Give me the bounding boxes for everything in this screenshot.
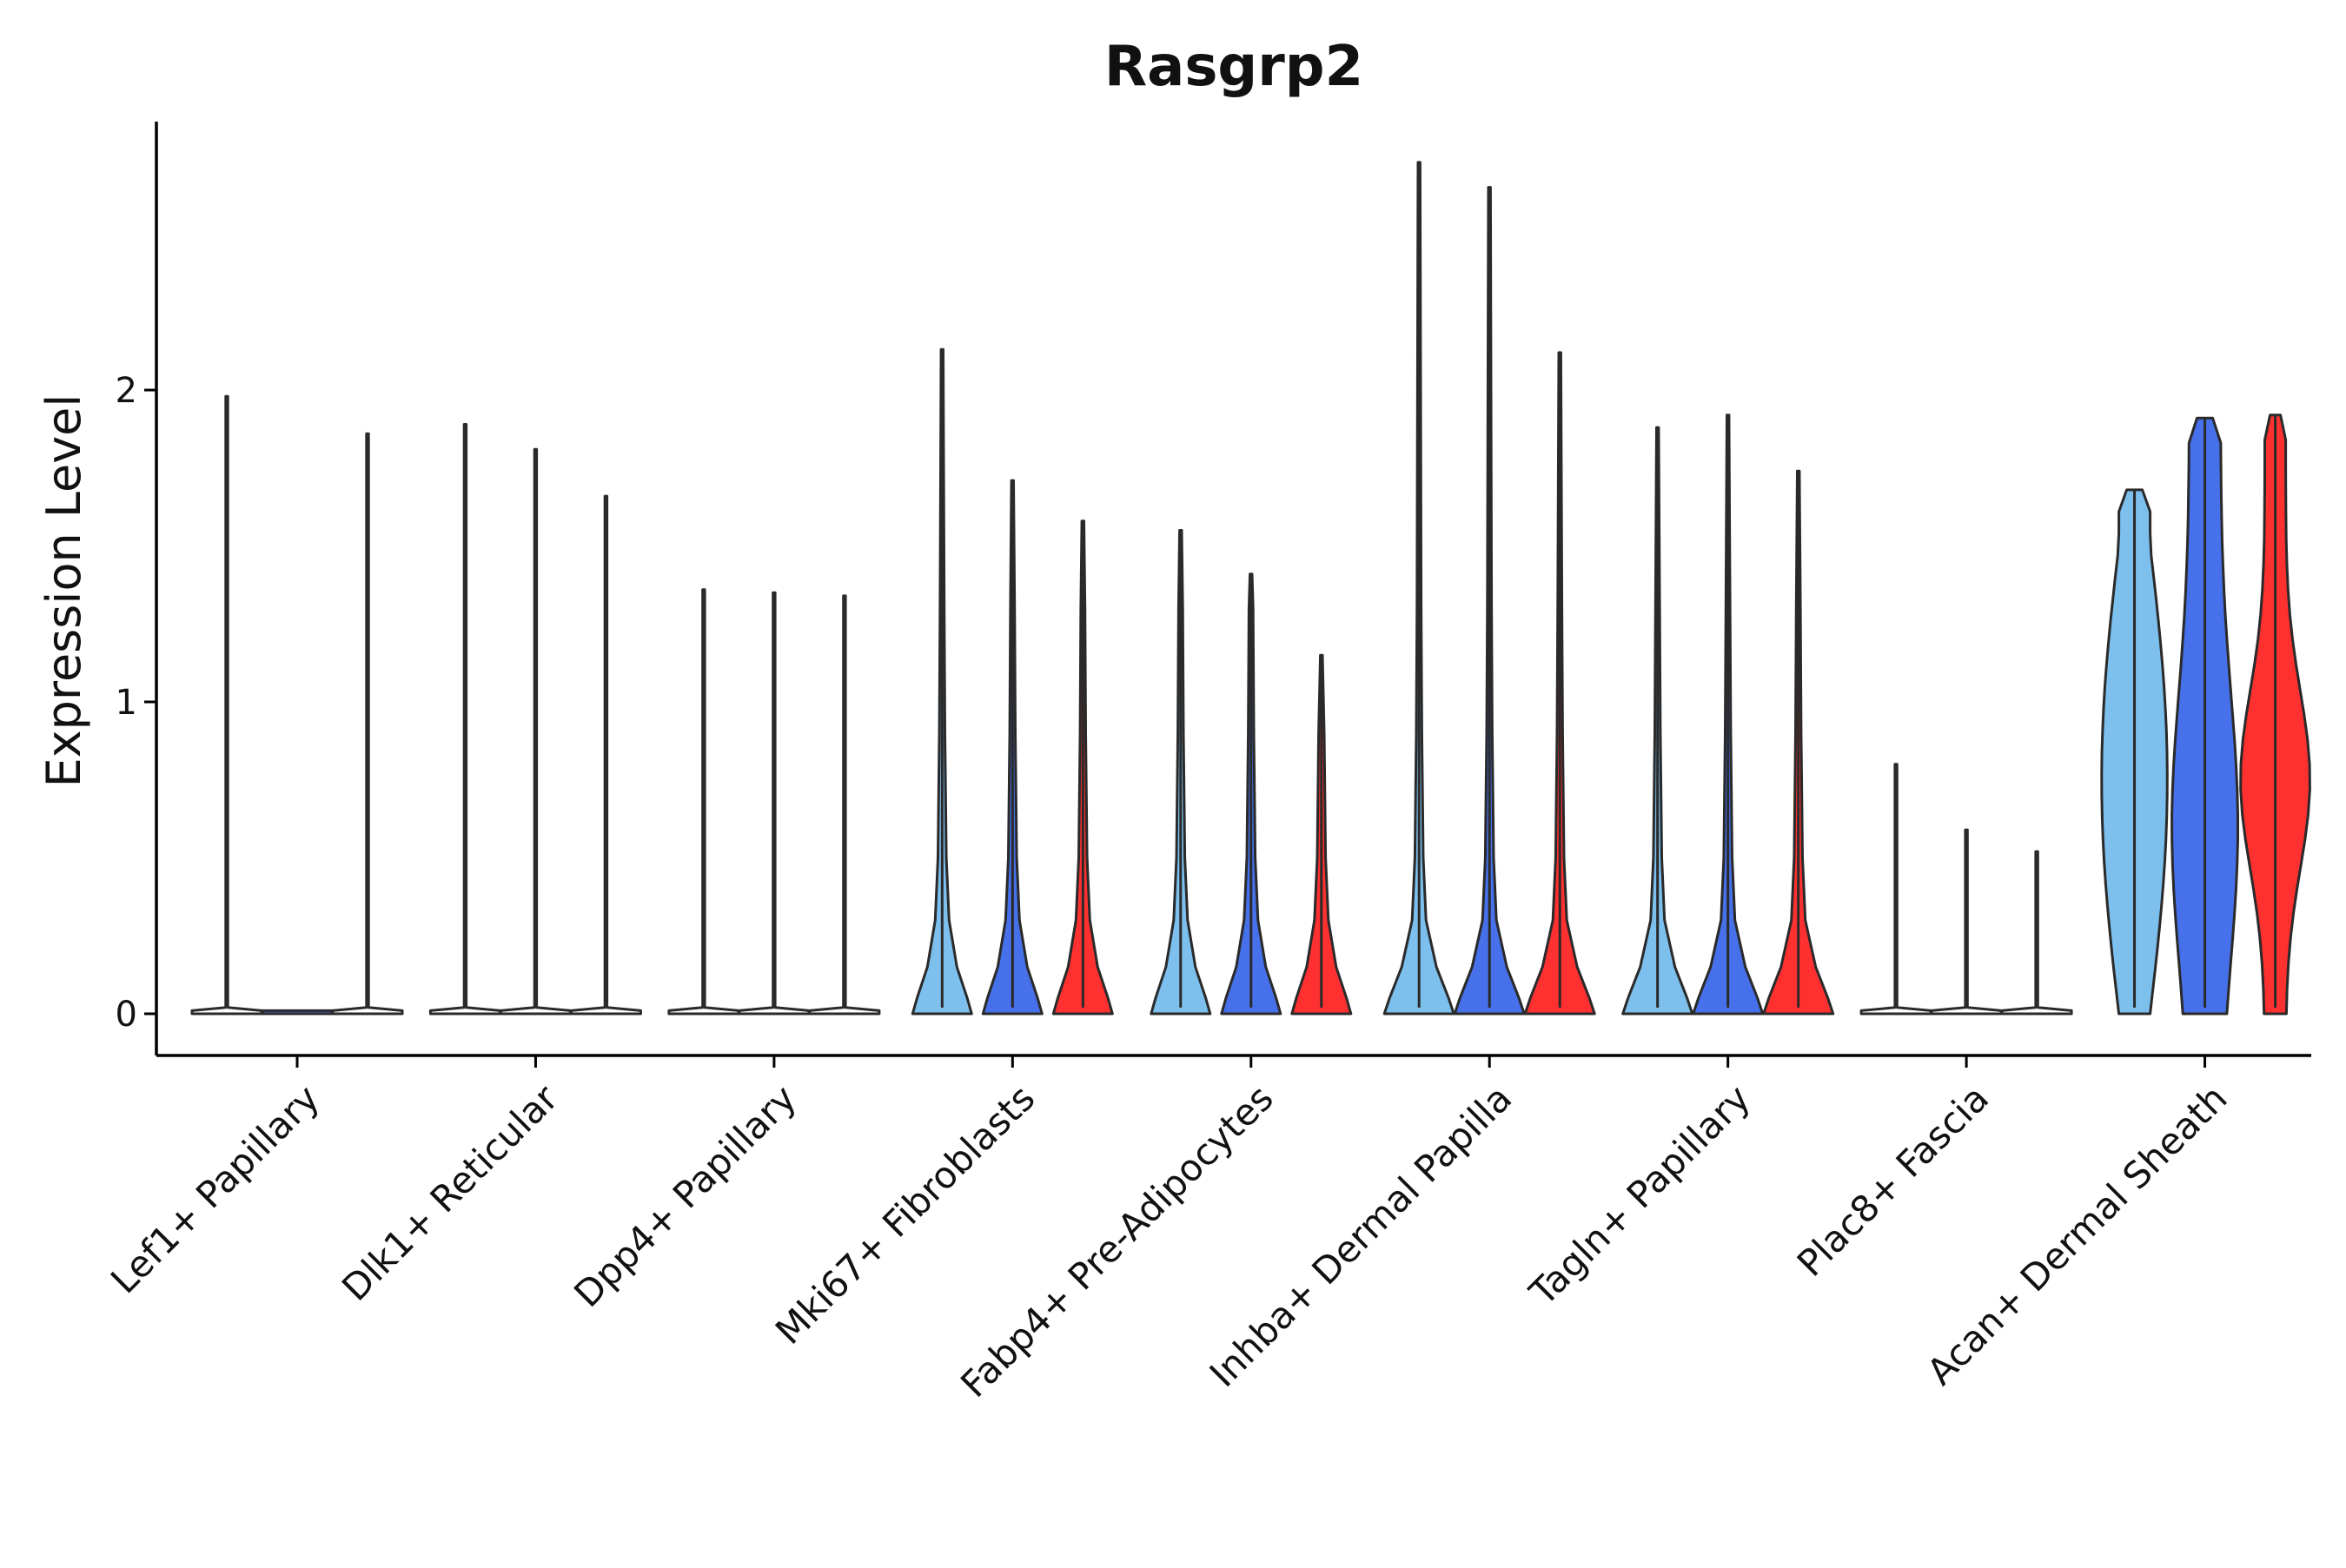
- x-category-label: Tagln+ Papillary: [1521, 1076, 1758, 1313]
- ticks: 0 1 2 Lef1+ Papillary Dlk1+ Reticular Dpp4+ P…: [103, 371, 2236, 1406]
- y-tick-label: 1: [116, 683, 137, 723]
- y-axis-title: Expression Level: [36, 394, 91, 788]
- axes: [155, 122, 2311, 1057]
- x-category-label: Plac8+ Fascia: [1789, 1076, 1997, 1284]
- y-tick-label: 2: [116, 371, 137, 411]
- violins: [190, 161, 2311, 1016]
- x-category-label: Dpp4+ Papillary: [566, 1076, 805, 1315]
- x-category-label: Mki67+ Fibroblasts: [767, 1076, 1043, 1352]
- chart-title: Rasgrp2: [1104, 35, 1363, 99]
- x-category-label: Lef1+ Papillary: [103, 1076, 328, 1301]
- y-tick-label: 0: [116, 995, 137, 1035]
- x-category-label: Dlk1+ Reticular: [334, 1076, 567, 1309]
- violin: [261, 1009, 334, 1016]
